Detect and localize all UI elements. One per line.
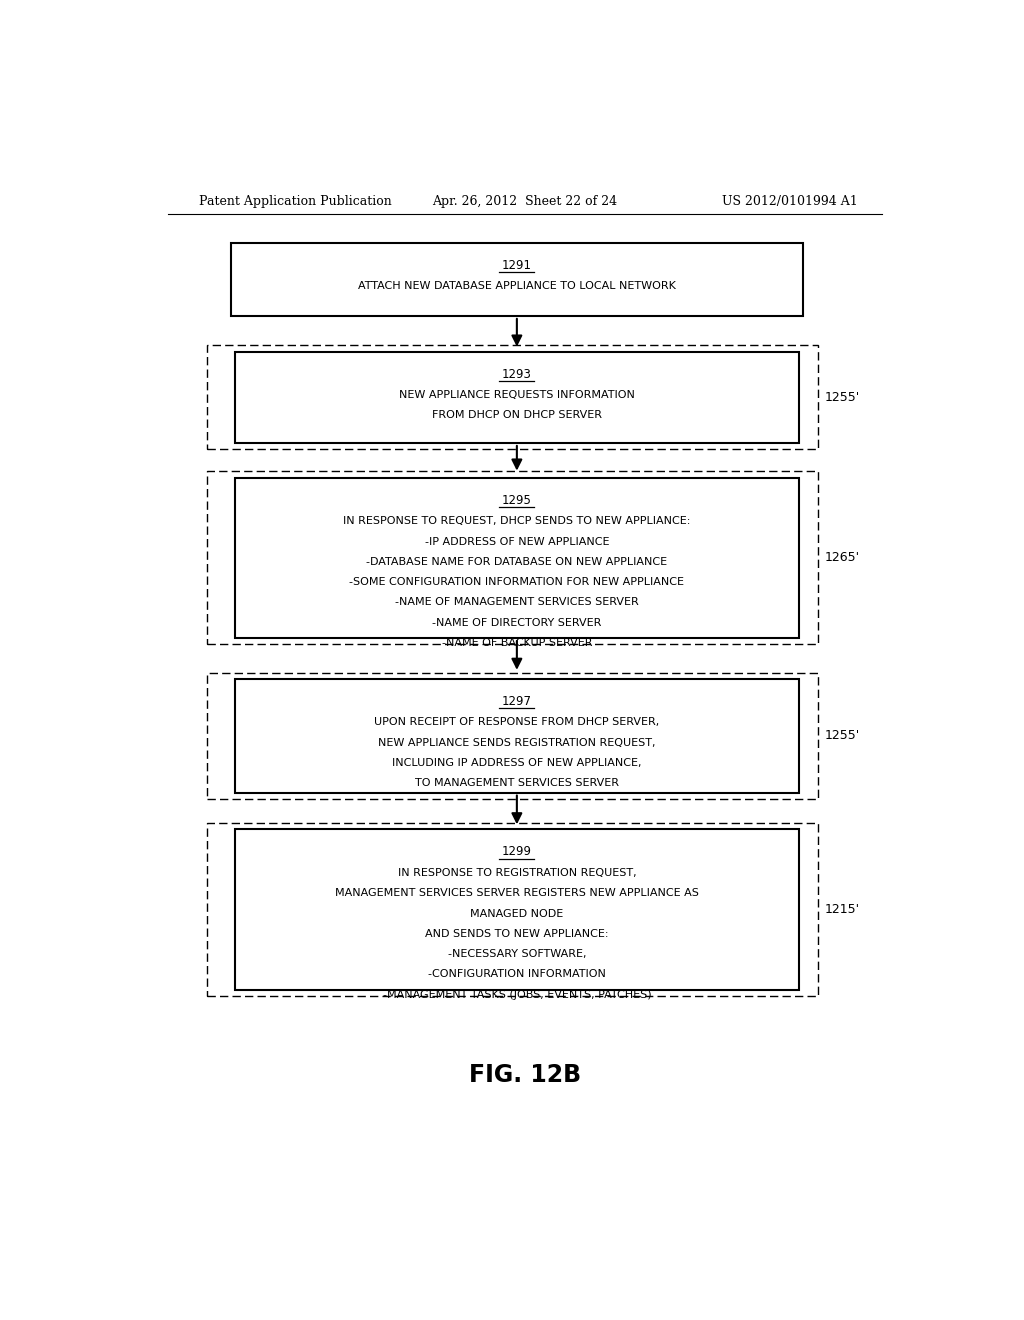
Text: 1215': 1215'	[824, 903, 860, 916]
Text: Apr. 26, 2012  Sheet 22 of 24: Apr. 26, 2012 Sheet 22 of 24	[432, 194, 617, 207]
Text: -DATABASE NAME FOR DATABASE ON NEW APPLIANCE: -DATABASE NAME FOR DATABASE ON NEW APPLI…	[367, 557, 668, 566]
Text: 1265': 1265'	[824, 552, 860, 565]
Text: UPON RECEIPT OF RESPONSE FROM DHCP SERVER,: UPON RECEIPT OF RESPONSE FROM DHCP SERVE…	[374, 718, 659, 727]
Bar	[207, 346, 818, 449]
Text: MANAGED NODE: MANAGED NODE	[470, 908, 563, 919]
Text: 1299: 1299	[502, 846, 531, 858]
Text: ATTACH NEW DATABASE APPLIANCE TO LOCAL NETWORK: ATTACH NEW DATABASE APPLIANCE TO LOCAL N…	[358, 281, 676, 292]
Text: 1255': 1255'	[824, 391, 860, 404]
Text: -IP ADDRESS OF NEW APPLIANCE: -IP ADDRESS OF NEW APPLIANCE	[425, 536, 609, 546]
Text: 1293: 1293	[502, 368, 531, 380]
Text: IN RESPONSE TO REQUEST, DHCP SENDS TO NEW APPLIANCE:: IN RESPONSE TO REQUEST, DHCP SENDS TO NE…	[343, 516, 690, 527]
Text: FIG. 12B: FIG. 12B	[469, 1063, 581, 1088]
Bar	[236, 678, 799, 792]
Bar	[207, 471, 818, 644]
Text: US 2012/0101994 A1: US 2012/0101994 A1	[722, 194, 858, 207]
Text: IN RESPONSE TO REGISTRATION REQUEST,: IN RESPONSE TO REGISTRATION REQUEST,	[397, 867, 636, 878]
Text: NEW APPLIANCE SENDS REGISTRATION REQUEST,: NEW APPLIANCE SENDS REGISTRATION REQUEST…	[378, 738, 655, 747]
Text: -SOME CONFIGURATION INFORMATION FOR NEW APPLIANCE: -SOME CONFIGURATION INFORMATION FOR NEW …	[349, 577, 684, 587]
Text: TO MANAGEMENT SERVICES SERVER: TO MANAGEMENT SERVICES SERVER	[415, 779, 618, 788]
Text: FROM DHCP ON DHCP SERVER: FROM DHCP ON DHCP SERVER	[432, 411, 602, 421]
Text: 1295: 1295	[502, 494, 531, 507]
Bar	[236, 829, 799, 990]
Text: -NAME OF BACKUP SERVER: -NAME OF BACKUP SERVER	[441, 638, 592, 648]
Text: -NECESSARY SOFTWARE,: -NECESSARY SOFTWARE,	[447, 949, 586, 960]
Bar	[236, 478, 799, 638]
Text: Patent Application Publication: Patent Application Publication	[200, 194, 392, 207]
Text: -NAME OF DIRECTORY SERVER: -NAME OF DIRECTORY SERVER	[432, 618, 601, 628]
Text: NEW APPLIANCE REQUESTS INFORMATION: NEW APPLIANCE REQUESTS INFORMATION	[399, 391, 635, 400]
Text: MANAGEMENT SERVICES SERVER REGISTERS NEW APPLIANCE AS: MANAGEMENT SERVICES SERVER REGISTERS NEW…	[335, 888, 698, 898]
Text: -MANAGEMENT TASKS (JOBS, EVENTS, PATCHES): -MANAGEMENT TASKS (JOBS, EVENTS, PATCHES…	[383, 990, 651, 999]
Text: AND SENDS TO NEW APPLIANCE:: AND SENDS TO NEW APPLIANCE:	[425, 929, 608, 939]
Bar	[207, 824, 818, 995]
Text: 1291: 1291	[502, 259, 531, 272]
Text: 1255': 1255'	[824, 729, 860, 742]
Text: 1297: 1297	[502, 696, 531, 708]
Bar	[236, 351, 799, 444]
Bar	[231, 243, 803, 315]
Text: INCLUDING IP ADDRESS OF NEW APPLIANCE,: INCLUDING IP ADDRESS OF NEW APPLIANCE,	[392, 758, 642, 768]
Text: -CONFIGURATION INFORMATION: -CONFIGURATION INFORMATION	[428, 969, 606, 979]
Bar	[207, 673, 818, 799]
Text: -NAME OF MANAGEMENT SERVICES SERVER: -NAME OF MANAGEMENT SERVICES SERVER	[395, 598, 639, 607]
